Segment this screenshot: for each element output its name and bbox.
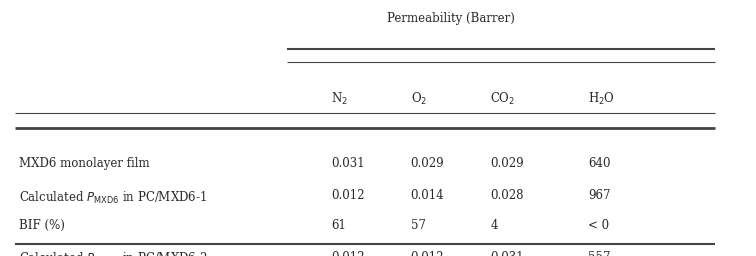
Text: 0.029: 0.029 bbox=[411, 157, 445, 170]
Text: 4: 4 bbox=[491, 219, 498, 232]
Text: O$_2$: O$_2$ bbox=[411, 91, 427, 107]
Text: Calculated $P_{\mathrm{MXD6}}$ in PC/MXD6-1: Calculated $P_{\mathrm{MXD6}}$ in PC/MXD… bbox=[19, 189, 206, 206]
Text: MXD6 monolayer film: MXD6 monolayer film bbox=[19, 157, 150, 170]
Text: 0.012: 0.012 bbox=[411, 251, 445, 256]
Text: H$_2$O: H$_2$O bbox=[588, 91, 615, 107]
Text: 61: 61 bbox=[331, 219, 345, 232]
Text: Permeability (Barrer): Permeability (Barrer) bbox=[386, 13, 515, 26]
Text: 557: 557 bbox=[588, 251, 611, 256]
Text: Calculated $P_{\mathrm{MXD6}}$ in PC/MXD6-2: Calculated $P_{\mathrm{MXD6}}$ in PC/MXD… bbox=[19, 251, 207, 256]
Text: 0.028: 0.028 bbox=[491, 189, 524, 202]
Text: < 0: < 0 bbox=[588, 219, 609, 232]
Text: 0.012: 0.012 bbox=[331, 189, 364, 202]
Text: 57: 57 bbox=[411, 219, 426, 232]
Text: 967: 967 bbox=[588, 189, 611, 202]
Text: 0.031: 0.031 bbox=[491, 251, 524, 256]
Text: 0.031: 0.031 bbox=[331, 157, 364, 170]
Text: 0.014: 0.014 bbox=[411, 189, 445, 202]
Text: N$_2$: N$_2$ bbox=[331, 91, 348, 107]
Text: 0.012: 0.012 bbox=[331, 251, 364, 256]
Text: 0.029: 0.029 bbox=[491, 157, 524, 170]
Text: 640: 640 bbox=[588, 157, 611, 170]
Text: CO$_2$: CO$_2$ bbox=[491, 91, 516, 107]
Text: BIF (%): BIF (%) bbox=[19, 219, 64, 232]
